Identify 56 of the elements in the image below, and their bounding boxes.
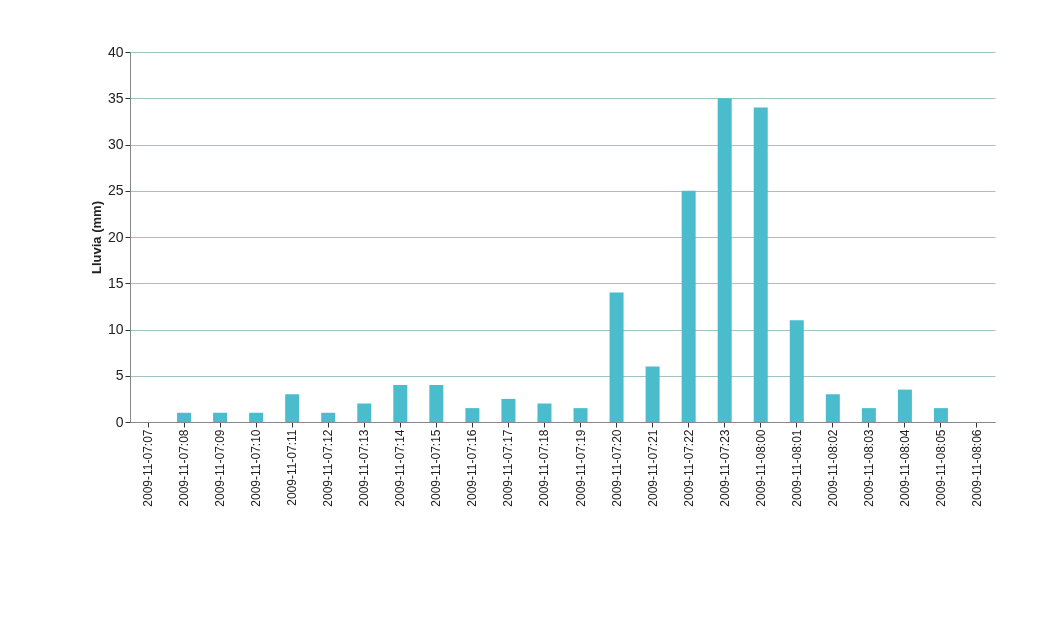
bar — [897, 389, 912, 422]
bar — [429, 385, 444, 422]
bar — [573, 408, 588, 422]
bar — [465, 408, 480, 422]
x-tick-label: 2009-11-08:02 — [825, 429, 840, 507]
x-tick-label: 2009-11-07:21 — [645, 429, 660, 507]
bar — [213, 412, 228, 422]
x-tick-label: 2009-11-08:01 — [789, 429, 804, 507]
y-tick-label: 0 — [115, 413, 124, 430]
bar — [501, 398, 516, 422]
bar — [861, 408, 876, 422]
bar — [789, 320, 804, 422]
x-tick-label: 2009-11-07:17 — [501, 429, 516, 507]
x-tick-label: 2009-11-07:08 — [177, 429, 192, 507]
x-tick-label: 2009-11-07:11 — [285, 429, 300, 506]
bar — [357, 403, 372, 422]
y-axis-title: Lluvia (mm) — [88, 201, 104, 274]
y-tick-label: 30 — [107, 136, 124, 152]
y-tick-label: 40 — [107, 43, 124, 60]
bar — [681, 190, 696, 422]
x-tick-label: 2009-11-07:22 — [681, 429, 696, 507]
x-tick-label: 2009-11-07:23 — [717, 429, 732, 507]
bar — [321, 412, 336, 422]
bar — [537, 403, 552, 422]
x-tick-label: 2009-11-07:16 — [465, 429, 480, 507]
x-tick-label: 2009-11-08:05 — [933, 429, 948, 507]
bar — [393, 385, 408, 422]
x-tick-label: 2009-11-08:06 — [969, 429, 984, 507]
y-tick-label: 25 — [107, 182, 124, 199]
x-tick-label: 2009-11-07:12 — [321, 429, 336, 507]
x-tick-label: 2009-11-07:19 — [573, 429, 588, 507]
x-tick-label: 2009-11-07:13 — [357, 429, 372, 507]
x-tick-label: 2009-11-08:00 — [753, 429, 768, 507]
bar — [825, 394, 840, 422]
x-tick-label: 2009-11-08:03 — [861, 429, 876, 507]
y-tick-label: 10 — [107, 321, 124, 337]
bar — [609, 292, 624, 422]
x-tick-label: 2009-11-07:14 — [393, 429, 408, 507]
bar — [249, 412, 264, 422]
bar — [753, 107, 768, 422]
bar — [177, 412, 192, 422]
y-tick-label: 20 — [107, 228, 124, 245]
y-tick-label: 35 — [107, 89, 124, 106]
y-tick-label: 15 — [107, 274, 124, 291]
x-tick-label: 2009-11-08:04 — [897, 429, 912, 507]
bar — [645, 366, 660, 422]
bar — [717, 98, 732, 422]
x-tick-label: 2009-11-07:20 — [609, 429, 624, 507]
bar — [285, 394, 300, 422]
bar — [933, 408, 948, 422]
x-tick-label: 2009-11-07:15 — [429, 429, 444, 507]
y-tick-label: 5 — [115, 367, 124, 384]
x-tick-label: 2009-11-07:07 — [141, 429, 156, 507]
x-tick-label: 2009-11-07:10 — [249, 429, 264, 507]
x-tick-label: 2009-11-07:18 — [537, 429, 552, 507]
x-tick-label: 2009-11-07:09 — [213, 429, 228, 507]
